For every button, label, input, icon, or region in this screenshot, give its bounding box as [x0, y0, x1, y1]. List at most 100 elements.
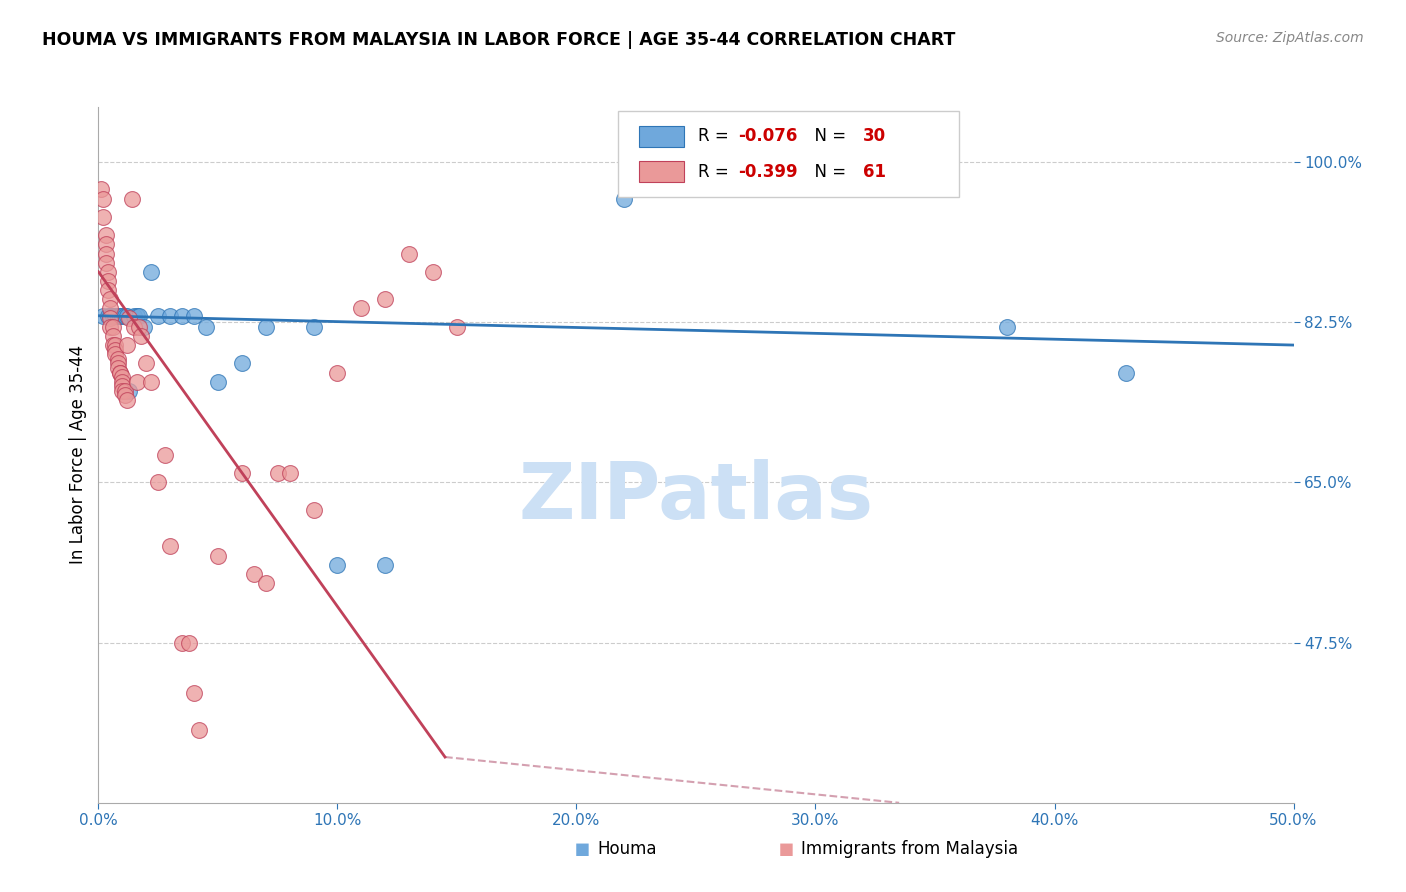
Point [1115, 366, 1137, 380]
Y-axis label: In Labor Force | Age 35-44: In Labor Force | Age 35-44 [69, 345, 87, 565]
Point [398, 246, 420, 260]
Point [194, 319, 217, 334]
Point [374, 558, 396, 572]
Point [98, 319, 122, 334]
Text: 30: 30 [863, 128, 886, 145]
Point [115, 338, 138, 352]
Point [111, 309, 134, 323]
Point [107, 351, 129, 366]
Text: N =: N = [804, 162, 851, 180]
Point [422, 265, 444, 279]
Point [91, 192, 114, 206]
Point [97, 283, 120, 297]
Point [207, 549, 229, 563]
Point [104, 343, 127, 357]
Point [107, 309, 129, 323]
Point [104, 347, 127, 361]
Point [101, 329, 124, 343]
Point [90, 182, 112, 196]
Point [155, 448, 177, 462]
Text: ZIPatlas: ZIPatlas [519, 458, 873, 534]
Point [148, 309, 170, 323]
Point [139, 375, 162, 389]
Point [97, 309, 120, 323]
Text: 61: 61 [863, 162, 886, 180]
Point [111, 384, 134, 398]
Text: ▪: ▪ [778, 838, 794, 861]
Point [97, 265, 120, 279]
Point [243, 566, 266, 581]
Point [108, 366, 131, 380]
Point [231, 467, 253, 481]
Point [267, 467, 290, 481]
Point [115, 309, 138, 323]
FancyBboxPatch shape [638, 126, 685, 147]
Point [111, 375, 134, 389]
Text: N =: N = [804, 128, 851, 145]
Point [187, 723, 209, 737]
Point [254, 319, 277, 334]
Point [172, 309, 194, 323]
Point [995, 319, 1018, 334]
Point [101, 338, 124, 352]
Point [132, 319, 155, 334]
Point [172, 635, 194, 649]
Point [278, 467, 301, 481]
Point [125, 309, 148, 323]
Point [159, 309, 181, 323]
Point [108, 309, 131, 323]
Point [125, 375, 148, 389]
Point [118, 310, 141, 325]
Point [128, 309, 150, 323]
Point [107, 356, 129, 370]
Point [94, 246, 117, 260]
Point [254, 576, 277, 591]
FancyBboxPatch shape [619, 111, 959, 197]
Text: -0.399: -0.399 [738, 162, 797, 180]
Point [115, 392, 138, 407]
Point [135, 356, 157, 370]
Text: Immigrants from Malaysia: Immigrants from Malaysia [801, 840, 1018, 858]
Point [91, 210, 114, 224]
FancyBboxPatch shape [638, 161, 685, 182]
Point [326, 366, 349, 380]
Point [179, 635, 201, 649]
Point [114, 309, 136, 323]
Point [128, 319, 150, 334]
Point [98, 301, 122, 316]
Point [131, 329, 153, 343]
Point [101, 309, 124, 323]
Point [326, 558, 349, 572]
Point [108, 366, 131, 380]
Point [207, 375, 229, 389]
Point [350, 301, 373, 316]
Point [446, 319, 468, 334]
Point [183, 309, 205, 323]
Point [124, 309, 146, 323]
Point [94, 255, 117, 269]
Point [231, 356, 253, 370]
Point [121, 192, 143, 206]
Point [98, 309, 122, 323]
Point [107, 361, 129, 376]
Point [114, 384, 136, 398]
Point [613, 192, 636, 206]
Text: -0.076: -0.076 [738, 128, 797, 145]
Text: R =: R = [699, 162, 734, 180]
Point [111, 379, 134, 393]
Text: HOUMA VS IMMIGRANTS FROM MALAYSIA IN LABOR FORCE | AGE 35-44 CORRELATION CHART: HOUMA VS IMMIGRANTS FROM MALAYSIA IN LAB… [42, 31, 956, 49]
Point [139, 265, 162, 279]
Text: Source: ZipAtlas.com: Source: ZipAtlas.com [1216, 31, 1364, 45]
Point [97, 274, 120, 288]
Point [94, 228, 117, 243]
Point [104, 309, 127, 323]
Point [104, 338, 127, 352]
Text: ▪: ▪ [574, 838, 591, 861]
Point [91, 309, 114, 323]
Point [98, 310, 122, 325]
Text: Houma: Houma [598, 840, 657, 858]
Point [101, 319, 124, 334]
Point [148, 475, 170, 490]
Point [114, 388, 136, 402]
Text: R =: R = [699, 128, 734, 145]
